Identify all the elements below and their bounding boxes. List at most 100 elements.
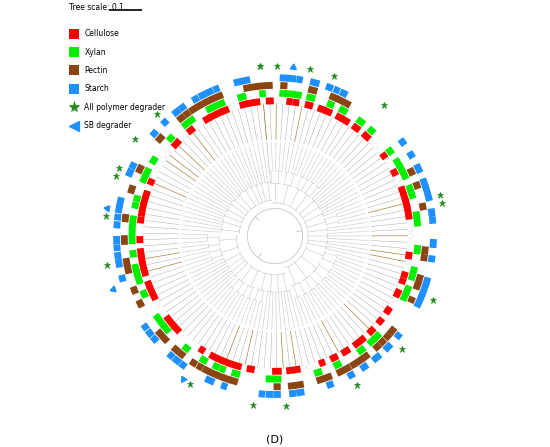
Polygon shape: [340, 346, 351, 357]
Polygon shape: [393, 288, 403, 299]
Polygon shape: [366, 126, 377, 135]
Polygon shape: [404, 205, 412, 214]
Polygon shape: [273, 375, 282, 383]
Polygon shape: [306, 93, 316, 102]
Polygon shape: [228, 360, 236, 368]
Polygon shape: [140, 289, 149, 299]
Polygon shape: [153, 313, 163, 323]
Polygon shape: [205, 105, 214, 114]
Polygon shape: [135, 164, 145, 174]
Polygon shape: [273, 391, 281, 398]
Polygon shape: [379, 151, 388, 160]
Polygon shape: [407, 295, 416, 304]
Polygon shape: [361, 131, 372, 142]
Polygon shape: [146, 285, 156, 296]
Polygon shape: [125, 168, 135, 178]
Polygon shape: [135, 299, 145, 308]
Polygon shape: [113, 245, 120, 251]
Polygon shape: [118, 274, 126, 283]
Polygon shape: [266, 391, 274, 398]
Polygon shape: [214, 92, 224, 101]
Polygon shape: [201, 97, 211, 107]
Polygon shape: [208, 351, 219, 362]
Polygon shape: [170, 345, 182, 355]
Polygon shape: [372, 331, 382, 342]
Polygon shape: [420, 177, 429, 188]
Polygon shape: [170, 138, 182, 149]
Polygon shape: [385, 146, 395, 156]
Polygon shape: [414, 245, 421, 254]
Polygon shape: [335, 95, 346, 105]
Polygon shape: [250, 83, 259, 91]
Polygon shape: [279, 74, 289, 82]
Polygon shape: [313, 368, 323, 377]
Polygon shape: [195, 362, 205, 371]
Polygon shape: [259, 90, 266, 97]
Polygon shape: [292, 366, 301, 374]
Polygon shape: [138, 254, 146, 265]
Polygon shape: [420, 283, 429, 294]
Polygon shape: [336, 367, 346, 377]
Polygon shape: [328, 93, 339, 102]
Polygon shape: [131, 201, 140, 209]
Polygon shape: [266, 97, 274, 105]
Bar: [69, 84, 79, 94]
Polygon shape: [334, 112, 345, 122]
Polygon shape: [332, 360, 343, 370]
Polygon shape: [375, 316, 385, 326]
Polygon shape: [150, 334, 160, 344]
Polygon shape: [113, 221, 120, 228]
Text: Pectin: Pectin: [85, 66, 108, 75]
Polygon shape: [296, 76, 303, 84]
Polygon shape: [392, 157, 403, 169]
Polygon shape: [129, 215, 137, 223]
Polygon shape: [129, 161, 138, 170]
Polygon shape: [257, 82, 267, 90]
Polygon shape: [140, 267, 149, 277]
Polygon shape: [406, 167, 416, 177]
Polygon shape: [161, 324, 172, 334]
Polygon shape: [273, 383, 281, 390]
Bar: [69, 65, 79, 76]
Polygon shape: [387, 325, 398, 336]
Polygon shape: [383, 305, 393, 316]
Polygon shape: [207, 94, 217, 104]
Polygon shape: [212, 84, 221, 93]
Polygon shape: [377, 337, 387, 347]
Polygon shape: [287, 75, 297, 83]
Polygon shape: [286, 98, 293, 105]
Polygon shape: [218, 99, 226, 108]
Bar: [69, 29, 79, 39]
Polygon shape: [393, 331, 403, 340]
Polygon shape: [233, 77, 244, 86]
Polygon shape: [202, 114, 212, 124]
Polygon shape: [204, 87, 215, 97]
Polygon shape: [338, 105, 349, 116]
Polygon shape: [211, 101, 221, 111]
Polygon shape: [266, 82, 273, 89]
Polygon shape: [145, 328, 155, 338]
Text: Xylan: Xylan: [85, 47, 106, 56]
Polygon shape: [307, 86, 318, 95]
Polygon shape: [400, 192, 409, 202]
Polygon shape: [219, 105, 230, 115]
Polygon shape: [204, 375, 216, 386]
Polygon shape: [137, 248, 145, 257]
Polygon shape: [405, 184, 414, 192]
Polygon shape: [129, 236, 136, 244]
Polygon shape: [415, 274, 424, 285]
Polygon shape: [214, 108, 224, 118]
Polygon shape: [405, 212, 412, 220]
Polygon shape: [420, 254, 428, 261]
Polygon shape: [218, 365, 227, 373]
Polygon shape: [399, 291, 410, 302]
Polygon shape: [430, 239, 437, 248]
Polygon shape: [243, 84, 252, 92]
Polygon shape: [177, 350, 186, 359]
Polygon shape: [133, 194, 141, 202]
Polygon shape: [326, 100, 336, 109]
Polygon shape: [355, 116, 366, 127]
Polygon shape: [414, 217, 421, 227]
Polygon shape: [356, 345, 367, 355]
Polygon shape: [408, 273, 416, 281]
